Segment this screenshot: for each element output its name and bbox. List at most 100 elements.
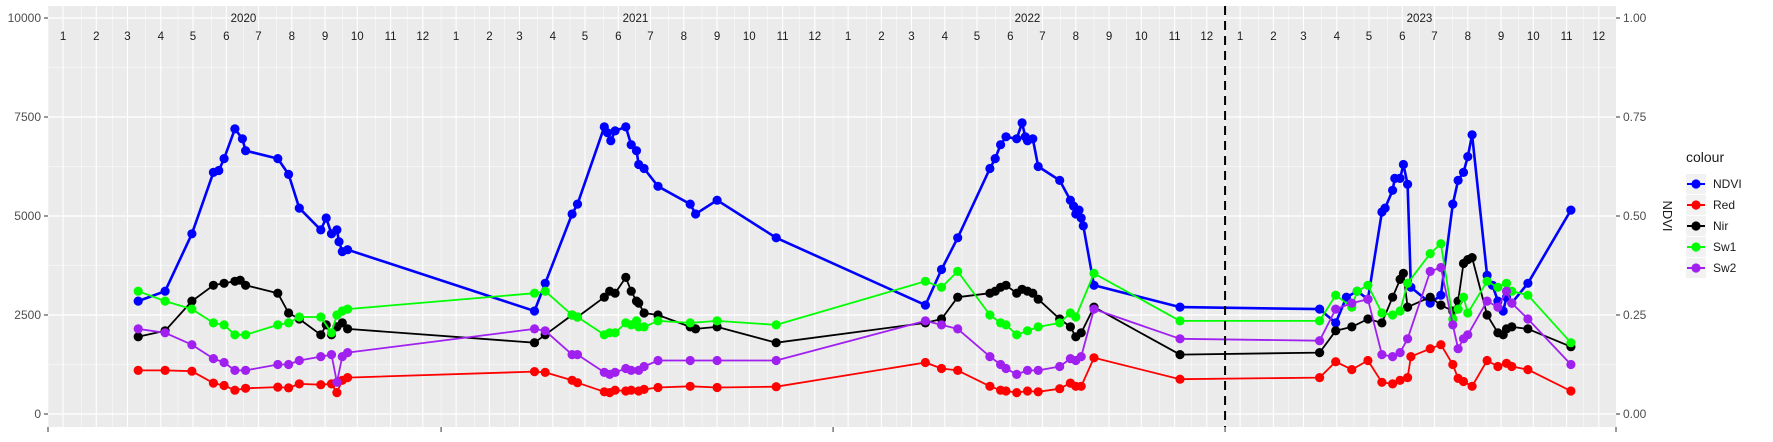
data-point-sw1 [1463,308,1473,318]
right-tick-label: 0.75 [1623,110,1647,124]
data-point-sw1 [920,276,931,286]
data-point-ndvi [621,122,631,132]
data-point-ndvi [691,209,701,219]
month-label: 12 [1592,31,1605,43]
data-point-red [953,365,963,375]
data-point-sw2 [572,350,583,360]
month-label: 8 [681,31,687,43]
year-labels: 2020 2021 2022 2023 [231,13,1433,25]
data-point-sw2 [653,355,663,366]
data-point-nir [208,280,218,290]
series-sw1 [133,239,1576,348]
data-point-ndvi [316,225,326,235]
data-point-sw1 [572,312,583,322]
data-point-sw1 [1175,316,1185,326]
data-point-sw1 [712,316,722,326]
data-point-nir [187,296,197,306]
data-point-ndvi [1566,205,1576,215]
data-point-sw1 [187,304,197,314]
month-label: 7 [1039,31,1045,43]
data-point-red [1315,373,1325,383]
data-point-sw2 [1463,330,1473,340]
data-point-sw2 [219,357,229,368]
data-point-ndvi [1453,175,1463,185]
data-point-red [1001,386,1011,396]
month-label: 11 [1169,31,1181,43]
month-label: 6 [615,31,621,43]
data-point-sw1 [1001,320,1011,330]
month-label: 10 [1135,31,1148,43]
data-point-red [1467,381,1477,391]
data-point-ndvi [1175,302,1185,312]
data-point-sw1 [208,318,218,328]
data-point-ndvi [219,154,229,164]
data-point-nir [1175,350,1185,360]
data-point-red [1425,344,1435,354]
data-point-red [529,367,540,377]
data-point-sw2 [1315,336,1325,346]
data-point-red [1012,388,1022,398]
month-label: 9 [1498,31,1504,43]
data-point-sw2 [953,324,963,334]
data-point-ndvi [606,136,616,146]
data-point-ndvi [1388,185,1398,195]
data-point-nir [273,288,283,298]
data-point-red [219,380,229,391]
data-point-red [1448,359,1458,370]
right-tick-label: 0.25 [1623,308,1647,322]
data-point-red [187,366,197,376]
legend-key-point [1691,221,1701,231]
data-point-sw1 [1403,278,1413,288]
data-point-nir [133,332,143,342]
data-point-ndvi [241,146,251,156]
legend-label: Nir [1713,219,1728,233]
data-point-red [540,367,550,377]
data-point-red [572,378,583,388]
data-point-red [1493,361,1503,372]
data-point-ndvi [1017,118,1027,128]
month-label: 8 [1073,31,1079,43]
data-point-sw1 [1033,322,1043,332]
data-point-ndvi [1315,304,1325,314]
data-point-nir [1377,318,1387,328]
data-point-red [610,385,620,395]
data-point-sw2 [1493,302,1503,312]
month-label: 8 [1465,31,1471,43]
data-point-nir [1028,288,1038,298]
data-point-red [1436,340,1446,350]
data-point-sw2 [326,350,337,360]
data-point-nir [634,298,644,308]
legend-key-point [1691,242,1701,252]
legend-key-point [1691,179,1701,189]
data-point-red [639,384,649,394]
month-label: 1 [845,31,851,43]
data-point-ndvi [1331,318,1341,328]
data-point-sw1 [219,320,229,330]
data-point-nir [316,330,326,340]
month-label: 4 [550,31,557,43]
data-point-nir [1315,348,1325,358]
data-point-red [294,379,304,389]
data-point-sw2 [187,340,197,350]
data-point-nir [771,338,781,348]
data-point-sw1 [273,320,283,330]
data-point-sw1 [1425,249,1435,259]
month-label: 9 [322,31,328,43]
data-point-red [1507,361,1517,372]
data-point-sw1 [316,312,326,322]
data-point-ndvi [936,264,947,275]
data-point-red [1406,352,1416,362]
data-point-sw2 [241,365,251,375]
data-point-sw1 [1055,318,1065,328]
data-point-red [1523,365,1533,375]
data-point-ndvi [953,233,963,243]
legend-label: Red [1713,198,1735,212]
data-point-nir [1467,253,1477,263]
data-point-nir [337,318,347,328]
data-point-sw2 [316,352,326,362]
data-point-sw1 [1482,276,1492,286]
data-point-sw2 [1507,298,1517,308]
data-point-ndvi [1463,152,1473,162]
data-point-sw2 [1453,344,1463,354]
data-point-red [332,388,342,398]
